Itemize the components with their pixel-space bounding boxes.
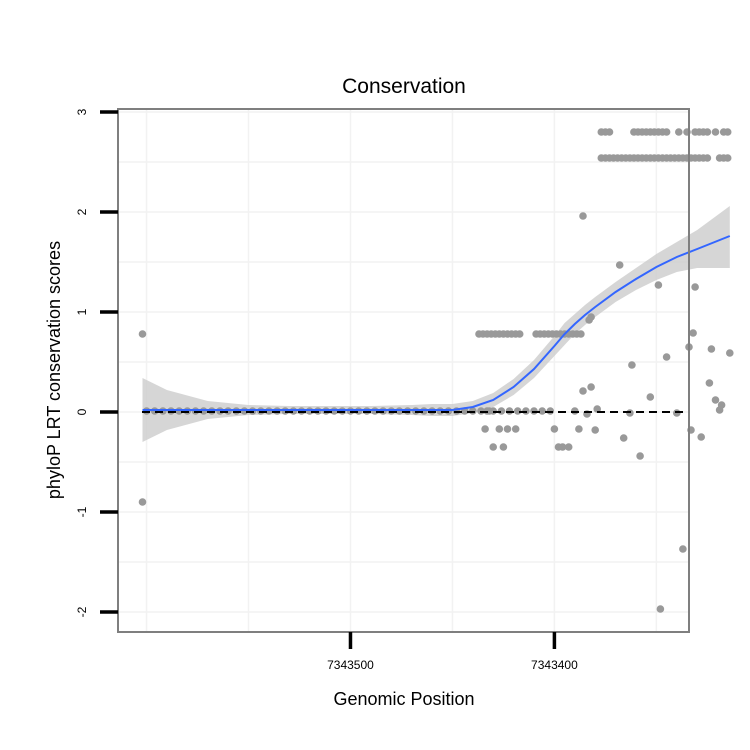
data-point (511, 425, 520, 433)
data-point (711, 396, 720, 404)
y-tick-label: 0 (75, 408, 89, 415)
data-point (538, 407, 546, 415)
data-point (587, 383, 595, 391)
data-point (593, 405, 601, 413)
data-point (705, 379, 714, 387)
x-axis-label: Genomic Position (333, 689, 474, 709)
data-point (711, 128, 720, 136)
data-point (615, 261, 624, 269)
data-point (577, 330, 585, 338)
grid-lines (118, 109, 689, 632)
confidence-ribbon-layer (142, 206, 730, 442)
y-tick-label: 2 (75, 208, 89, 215)
x-tick-label: 7343500 (327, 658, 374, 672)
data-point (558, 443, 567, 451)
data-point (691, 283, 699, 291)
data-point (605, 128, 614, 136)
chart-title: Conservation (342, 75, 466, 98)
data-point (654, 281, 663, 289)
data-point (707, 345, 716, 353)
y-tick-label: -1 (75, 506, 89, 517)
data-point (675, 128, 683, 136)
data-point (495, 425, 504, 433)
data-point (579, 212, 587, 220)
data-point (679, 545, 687, 553)
data-point (646, 393, 655, 401)
y-axis-label: phyloP LRT conservation scores (44, 241, 64, 499)
data-point (579, 387, 587, 395)
y-tick-label: -2 (75, 606, 89, 617)
data-point (619, 434, 628, 442)
data-point (703, 128, 712, 136)
confidence-ribbon (142, 206, 730, 442)
data-point (726, 349, 734, 357)
data-point (628, 361, 636, 369)
data-point (481, 425, 489, 433)
data-point (499, 443, 508, 451)
smooth-curve (142, 235, 731, 411)
data-point (503, 425, 512, 433)
data-point (662, 128, 671, 136)
data-point (723, 154, 732, 162)
smooth-curve-layer (142, 235, 731, 411)
data-point (138, 330, 147, 338)
data-point (489, 443, 498, 451)
plot-border (117, 108, 690, 633)
data-point (656, 605, 665, 613)
data-point (689, 329, 697, 337)
data-point (515, 330, 524, 338)
data-point (697, 433, 705, 441)
data-point (587, 313, 595, 321)
data-point (717, 401, 726, 409)
data-points-layer (138, 128, 734, 613)
data-point (591, 426, 599, 434)
data-point (636, 452, 644, 460)
x-axis: 7343500 7343400 (327, 632, 578, 672)
data-point (564, 443, 573, 451)
data-point (662, 353, 671, 361)
y-axis: -2 -1 0 1 2 3 (75, 108, 118, 617)
data-point (138, 498, 147, 506)
x-tick-label: 7343400 (531, 658, 578, 672)
y-tick-label: 3 (75, 108, 89, 115)
data-point (723, 128, 732, 136)
data-point (703, 154, 712, 162)
data-point (550, 425, 559, 433)
y-tick-label: 1 (75, 308, 89, 315)
data-point (575, 425, 583, 433)
